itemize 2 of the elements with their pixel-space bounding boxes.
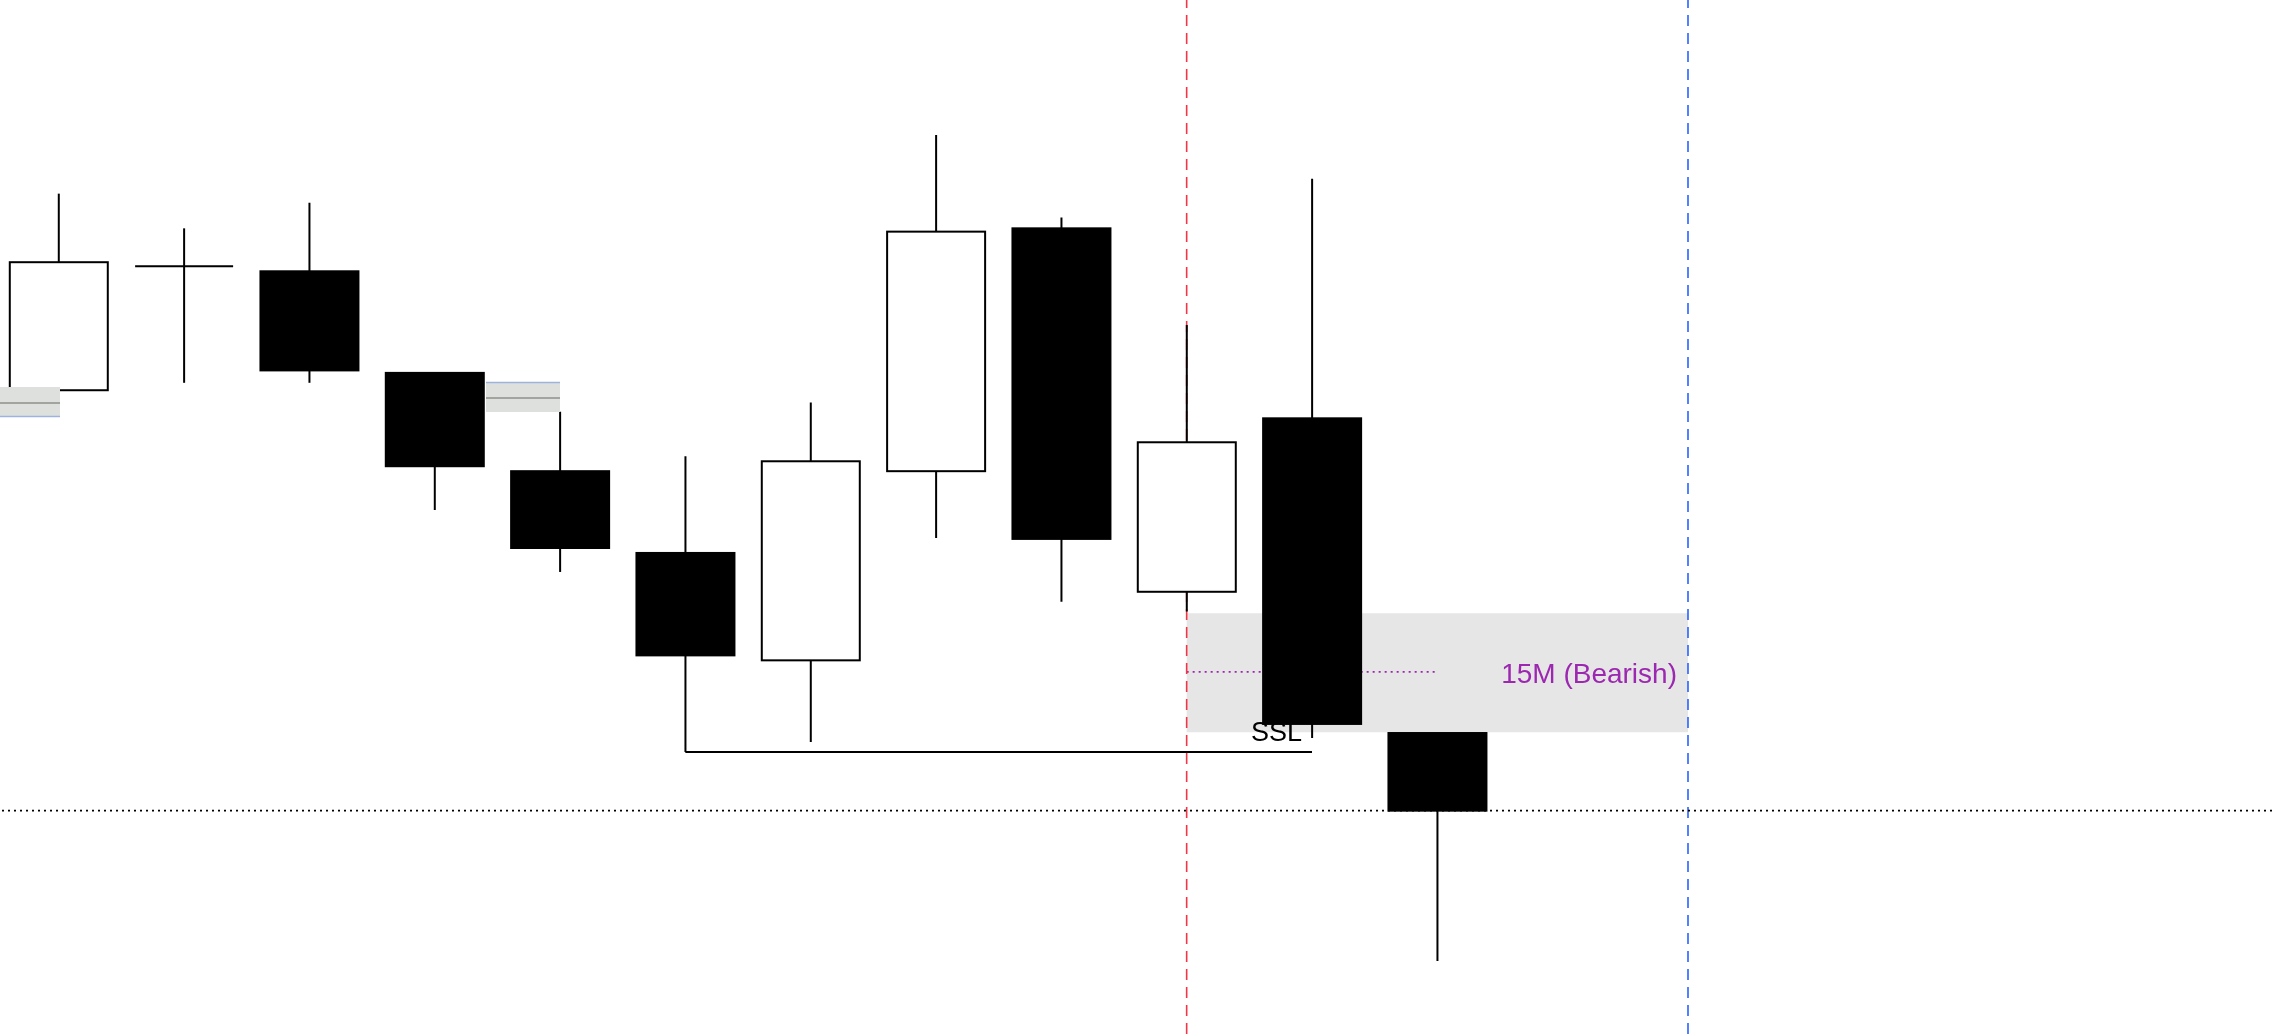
candlestick xyxy=(134,227,235,384)
text: 15M (Bearish) xyxy=(1501,658,1677,690)
